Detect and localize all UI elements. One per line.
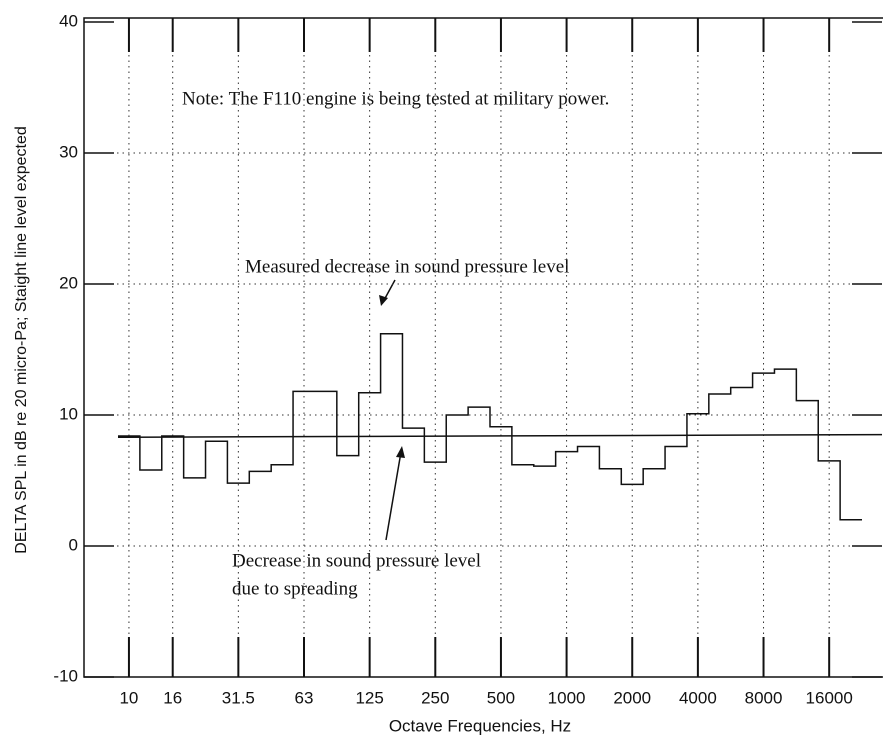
- x-tick-label: 16000: [806, 688, 853, 707]
- x-tick-label: 1000: [548, 688, 586, 707]
- annotation: due to spreading: [232, 578, 358, 599]
- y-tick-label: 40: [59, 11, 78, 30]
- x-tick-label: 500: [487, 688, 515, 707]
- arrowhead: [396, 446, 405, 458]
- x-tick-label: 2000: [613, 688, 651, 707]
- y-axis-label: DELTA SPL in dB re 20 micro-Pa; Staight …: [13, 126, 30, 553]
- y-tick-label: 30: [59, 142, 78, 161]
- x-tick-label: 4000: [679, 688, 717, 707]
- step-line: [118, 333, 862, 521]
- x-tick-label: 63: [295, 688, 314, 707]
- arrow: [385, 451, 402, 541]
- arrowhead: [379, 295, 388, 306]
- x-tick-label: 125: [355, 688, 383, 707]
- annotation: Note: The F110 engine is being tested at…: [182, 88, 609, 109]
- x-axis-label: Octave Frequencies, Hz: [389, 716, 571, 735]
- y-tick-label: -10: [53, 666, 78, 685]
- x-tick-label: 16: [163, 688, 182, 707]
- reference-line: [117, 433, 883, 439]
- annotation: Decrease in sound pressure level: [232, 550, 481, 571]
- x-tick-label: 10: [119, 688, 138, 707]
- x-tick-label: 8000: [745, 688, 783, 707]
- x-tick-label: 250: [421, 688, 449, 707]
- x-tick-label: 31.5: [222, 688, 255, 707]
- y-tick-label: 20: [59, 273, 78, 292]
- y-tick-label: 0: [69, 535, 78, 554]
- plot-frame: [83, 17, 883, 678]
- annotation: Measured decrease in sound pressure leve…: [245, 256, 569, 277]
- y-tick-label: 10: [59, 404, 78, 423]
